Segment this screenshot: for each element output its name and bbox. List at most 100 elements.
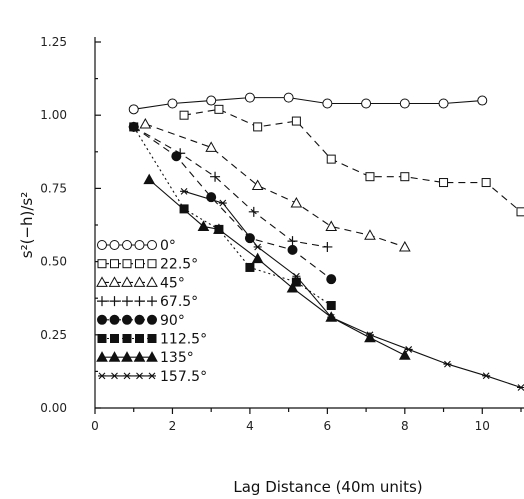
legend-entry: 0°	[97, 238, 176, 254]
data-point	[206, 95, 217, 106]
data-point	[482, 372, 491, 380]
data-point	[171, 151, 182, 162]
data-point	[516, 207, 524, 217]
legend-marker	[122, 259, 132, 269]
legend-marker	[135, 372, 144, 380]
legend-marker	[135, 259, 144, 269]
data-point	[139, 117, 152, 129]
data-point	[251, 179, 264, 190]
data-point	[325, 220, 338, 231]
series-line	[133, 126, 332, 280]
y-tick-label: 1.25	[40, 35, 67, 49]
tick-labels: 0 2 4 6 8 10 0.00 0.25 0.50 0.75 1.00 1.25	[40, 35, 490, 433]
legend-marker	[109, 296, 120, 307]
legend-marker	[147, 296, 157, 307]
series-7	[180, 187, 524, 391]
legend-marker	[97, 314, 107, 325]
legend-entry: 67.5°	[97, 294, 198, 310]
legend-marker	[97, 240, 107, 250]
legend-marker	[133, 351, 146, 362]
data-point	[398, 349, 411, 360]
data-point	[251, 252, 264, 264]
legend-marker	[110, 334, 119, 343]
legend-label: 112.5°	[160, 332, 207, 348]
data-point	[210, 171, 221, 182]
x-tick-label: 8	[401, 419, 409, 433]
x-tick-label: 0	[91, 419, 99, 433]
legend-label: 0°	[160, 238, 176, 254]
series-layer	[128, 92, 524, 391]
legend-marker	[146, 276, 158, 287]
y-tick-label: 1.00	[40, 108, 67, 122]
legend-marker	[123, 372, 131, 380]
data-point	[322, 241, 333, 252]
legend-label: 45°	[160, 275, 185, 291]
data-point	[287, 236, 298, 247]
legend-marker	[96, 276, 108, 287]
data-point	[214, 104, 224, 114]
y-tick-label: 0.00	[40, 401, 67, 415]
series-line	[183, 108, 522, 213]
data-point	[180, 187, 189, 195]
legend-label: 90°	[160, 313, 185, 329]
data-point	[253, 122, 263, 132]
legend-marker	[97, 259, 107, 269]
legend-entry: 112.5°	[97, 332, 207, 348]
data-point	[361, 98, 372, 109]
data-point	[167, 98, 178, 109]
data-point	[326, 274, 337, 285]
legend-entry: 22.5°	[97, 257, 198, 273]
x-axis-label: Lag Distance (40m units)	[233, 478, 422, 496]
series-0	[128, 92, 488, 115]
legend-marker	[122, 334, 132, 343]
data-point	[481, 178, 491, 188]
data-point	[326, 301, 336, 311]
data-point	[438, 98, 449, 109]
data-point	[399, 98, 410, 109]
data-point	[291, 277, 301, 287]
data-point	[179, 110, 189, 120]
data-point	[253, 243, 262, 251]
legend-marker	[147, 334, 157, 343]
x-tick-label: 2	[169, 419, 177, 433]
series-line	[133, 97, 483, 110]
legend-entry: 90°	[97, 313, 185, 329]
data-point	[517, 384, 524, 391]
legend-marker	[108, 351, 121, 362]
data-point	[218, 199, 227, 207]
data-point	[245, 262, 255, 272]
data-point	[365, 172, 375, 182]
legend-marker	[134, 314, 145, 325]
data-point	[197, 220, 210, 231]
data-point	[128, 104, 139, 115]
data-point	[400, 172, 410, 182]
data-point	[206, 192, 217, 203]
y-tick-label: 0.25	[40, 328, 67, 342]
legend-marker	[148, 372, 156, 380]
legend-marker	[96, 351, 108, 362]
legend-marker	[134, 296, 145, 307]
legend-marker	[110, 372, 119, 380]
data-point	[143, 173, 156, 185]
legend-marker	[122, 240, 132, 250]
legend-marker	[147, 240, 157, 250]
x-tick-label: 6	[324, 419, 332, 433]
series-1	[179, 104, 524, 217]
x-tick-label: 4	[246, 419, 254, 433]
legend-marker	[133, 276, 146, 287]
data-point	[404, 346, 413, 353]
legend-marker	[109, 240, 120, 250]
data-point	[326, 154, 336, 164]
y-axis-label: s²(−h)/s²	[18, 192, 36, 259]
legend-marker	[121, 351, 133, 362]
legend-marker	[97, 296, 107, 307]
series-2	[139, 117, 411, 252]
series-3	[128, 121, 333, 252]
data-point	[443, 360, 452, 368]
data-point	[179, 204, 189, 214]
data-point	[248, 206, 259, 217]
legend-entry: 135°	[96, 350, 194, 366]
legend: 0° 22.5° 45° 67.5° 90° 112.5° 135° 157.5°	[96, 238, 207, 385]
data-point	[439, 178, 449, 188]
